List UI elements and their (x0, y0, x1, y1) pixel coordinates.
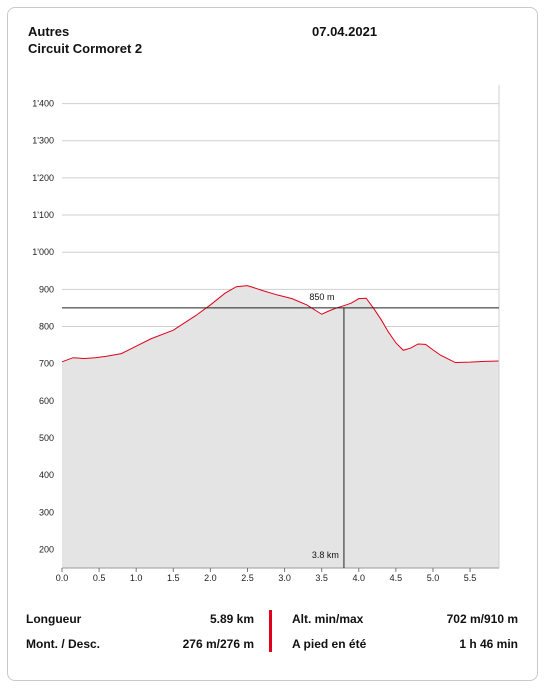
profile-area-layer (61, 285, 500, 568)
x-tick-label: 4.5 (390, 573, 403, 583)
x-tick-label: 1.5 (167, 573, 180, 583)
route-name: Circuit Cormoret 2 (28, 41, 143, 56)
y-tick-label: 900 (39, 284, 54, 294)
y-tick-label: 1'300 (32, 136, 54, 146)
y-tick-label: 600 (39, 396, 54, 406)
y-tick-label: 500 (39, 433, 54, 443)
alt-minmax-label: Alt. min/max (292, 612, 364, 626)
route-category: Autres (28, 24, 70, 39)
y-tick-label: 400 (39, 470, 54, 480)
y-tick-label: 700 (39, 359, 54, 369)
x-tick-label: 2.0 (204, 573, 217, 583)
y-tick-label: 1'200 (32, 173, 54, 183)
crosshair-marker: 850 m 3.8 km (62, 292, 499, 568)
x-tick-label: 5.0 (427, 573, 440, 583)
elevation-chart[interactable]: 200 300 400 500 600 700 800 900 1'000 1'100 1'200 1… (0, 0, 551, 600)
x-tick-label: 5.5 (464, 573, 477, 583)
x-tick-label: 4.0 (353, 573, 366, 583)
updown-value: 276 m/276 m (182, 637, 254, 651)
y-tick-label: 1'100 (32, 210, 54, 220)
x-tick-label: 0.0 (56, 573, 69, 583)
x-tick-label: 0.5 (93, 573, 106, 583)
updown-label: Mont. / Desc. (26, 637, 101, 651)
tick-labels: 200 300 400 500 600 700 800 900 1'000 1'100 1'200 1… (32, 99, 476, 583)
marker-distance-label: 3.8 km (312, 550, 339, 560)
length-label: Longueur (26, 612, 82, 626)
x-tick-label: 2.5 (241, 573, 254, 583)
y-tick-label: 200 (39, 544, 54, 554)
profile-area (62, 285, 499, 568)
x-tick-label: 1.0 (130, 573, 143, 583)
walking-time-value: 1 h 46 min (459, 637, 518, 651)
y-tick-label: 1'400 (32, 99, 54, 109)
walking-time-label: A pied en été (292, 637, 367, 651)
axes (61, 85, 500, 572)
marker-altitude-label: 850 m (309, 292, 334, 302)
alt-minmax-value: 702 m/910 m (446, 612, 518, 626)
y-tick-label: 300 (39, 507, 54, 517)
x-tick-label: 3.5 (315, 573, 328, 583)
length-value: 5.89 km (209, 612, 254, 626)
route-date: 07.04.2021 (312, 24, 378, 39)
stats-separator (269, 610, 272, 652)
y-tick-label: 1'000 (32, 247, 54, 257)
x-tick-label: 3.0 (278, 573, 291, 583)
y-tick-label: 800 (39, 322, 54, 332)
profile-line (61, 285, 500, 364)
